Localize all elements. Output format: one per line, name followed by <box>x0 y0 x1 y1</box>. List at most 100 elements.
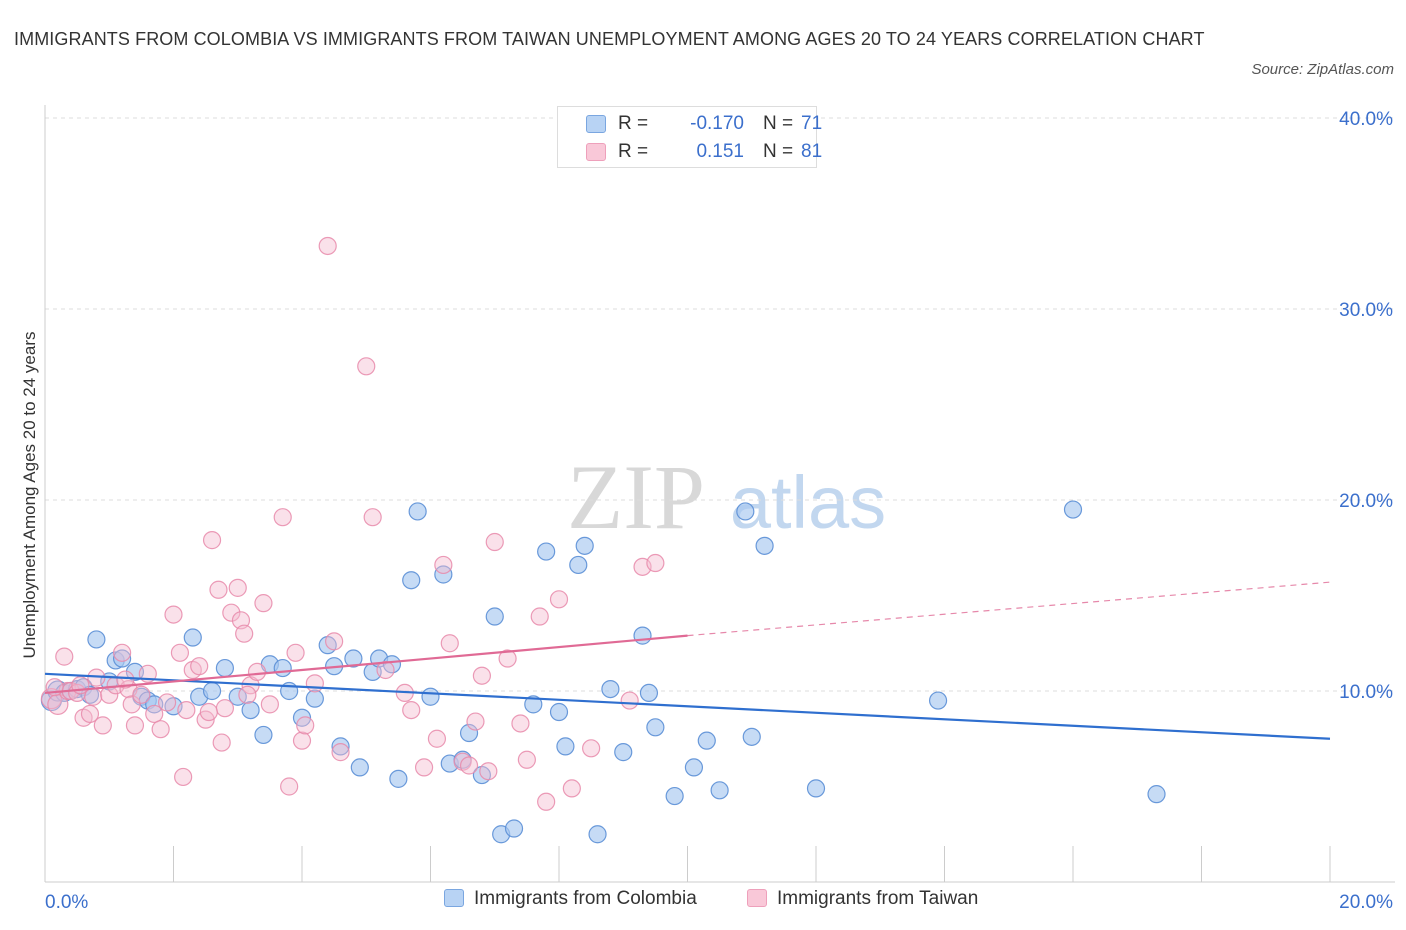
colombia-swatch <box>586 115 606 133</box>
taiwan-point <box>209 580 228 599</box>
taiwan-point <box>260 695 279 714</box>
taiwan-point <box>549 590 569 609</box>
taiwan-point <box>215 699 234 718</box>
y-tick-label: 10.0% <box>1339 682 1393 703</box>
taiwan-point <box>122 695 141 714</box>
taiwan-point <box>511 714 530 733</box>
taiwan-point <box>357 357 376 376</box>
bottom-legend-taiwan: Immigrants from Taiwan <box>747 888 978 910</box>
taiwan-point <box>202 531 222 550</box>
taiwan-point <box>125 716 145 735</box>
taiwan-point <box>132 685 151 704</box>
colombia-r-value: -0.170 <box>690 113 744 134</box>
x-tick-label-min: 0.0% <box>45 892 88 913</box>
taiwan-point <box>530 607 549 626</box>
colombia-trendline <box>44 672 1331 740</box>
colombia-point <box>697 731 716 750</box>
taiwan-point <box>434 555 453 575</box>
colombia-point <box>601 679 620 699</box>
taiwan-point <box>222 603 241 622</box>
colombia-r-label: R = <box>618 113 649 134</box>
colombia-point <box>1147 785 1166 804</box>
taiwan-point <box>414 758 434 777</box>
chart-title: IMMIGRANTS FROM COLOMBIA VS IMMIGRANTS F… <box>14 29 1205 49</box>
taiwan-point <box>517 750 536 769</box>
stats-legend: R = -0.170 N = 71 R = 0.151 N = 81 <box>557 106 822 168</box>
x-tick-label-max: 20.0% <box>1339 892 1393 913</box>
taiwan-point <box>190 657 209 676</box>
y-tick-label: 30.0% <box>1339 300 1393 321</box>
colombia-point <box>633 626 652 645</box>
colombia-point <box>524 695 543 714</box>
colombia-point <box>556 737 575 756</box>
taiwan-point <box>466 712 485 731</box>
taiwan-point <box>402 700 421 720</box>
bottom-taiwan-label: Immigrants from Taiwan <box>777 888 979 909</box>
taiwan-point <box>145 704 164 724</box>
taiwan-trendline-projection <box>687 581 1331 637</box>
taiwan-point <box>235 624 254 643</box>
colombia-n-label: N = <box>763 113 794 134</box>
taiwan-point <box>646 553 665 573</box>
taiwan-n-value: 81 <box>801 141 823 162</box>
taiwan-point <box>440 634 459 653</box>
y-tick-label: 20.0% <box>1339 491 1393 512</box>
taiwan-point <box>479 762 498 781</box>
taiwan-point <box>537 792 556 811</box>
taiwan-point <box>170 643 190 662</box>
bottom-taiwan-swatch <box>747 889 767 907</box>
colombia-point <box>408 502 427 521</box>
taiwan-point <box>80 704 100 724</box>
colombia-point <box>710 781 729 800</box>
colombia-point <box>665 786 684 806</box>
colombia-point <box>202 681 222 701</box>
taiwan-point <box>151 720 170 739</box>
taiwan-trendline <box>44 634 688 695</box>
y-axis-label: Unemployment Among Ages 20 to 24 years <box>20 331 39 659</box>
colombia-point <box>736 502 755 521</box>
bottom-legend-colombia: Immigrants from Colombia <box>444 888 697 910</box>
colombia-point <box>646 718 665 737</box>
colombia-point <box>350 758 369 777</box>
colombia-point <box>1063 500 1083 519</box>
taiwan-point <box>238 685 257 704</box>
colombia-point <box>537 542 556 561</box>
colombia-point <box>928 691 948 710</box>
colombia-point <box>614 743 633 762</box>
taiwan-n-label: N = <box>763 141 794 162</box>
taiwan-point <box>305 674 324 693</box>
taiwan-point <box>459 756 479 775</box>
taiwan-point <box>498 649 517 668</box>
taiwan-point <box>247 662 267 682</box>
watermark-atlas: atlas <box>730 461 886 544</box>
colombia-point <box>485 607 504 626</box>
taiwan-point <box>157 693 177 712</box>
taiwan-point <box>47 693 69 715</box>
taiwan-point <box>286 643 305 662</box>
colombia-point <box>806 779 826 798</box>
colombia-point <box>215 658 234 678</box>
colombia-point <box>254 725 273 745</box>
taiwan-r-label: R = <box>618 141 649 162</box>
taiwan-point <box>582 739 601 758</box>
colombia-point <box>434 565 453 584</box>
colombia-point <box>575 536 594 555</box>
taiwan-point <box>331 743 350 762</box>
colombia-point <box>504 819 524 838</box>
colombia-point <box>389 769 408 788</box>
taiwan-point <box>620 691 639 710</box>
colombia-point <box>684 758 704 777</box>
taiwan-point <box>325 632 344 651</box>
taiwan-point <box>164 605 183 624</box>
taiwan-point <box>427 729 447 748</box>
taiwan-r-value: 0.151 <box>696 141 744 162</box>
colombia-point <box>402 571 421 590</box>
colombia-point <box>273 658 292 678</box>
taiwan-point <box>177 700 196 720</box>
taiwan-point <box>231 611 251 630</box>
taiwan-point <box>485 532 504 552</box>
colombia-point <box>459 723 479 743</box>
taiwan-point <box>228 578 247 597</box>
taiwan-point <box>112 643 132 662</box>
